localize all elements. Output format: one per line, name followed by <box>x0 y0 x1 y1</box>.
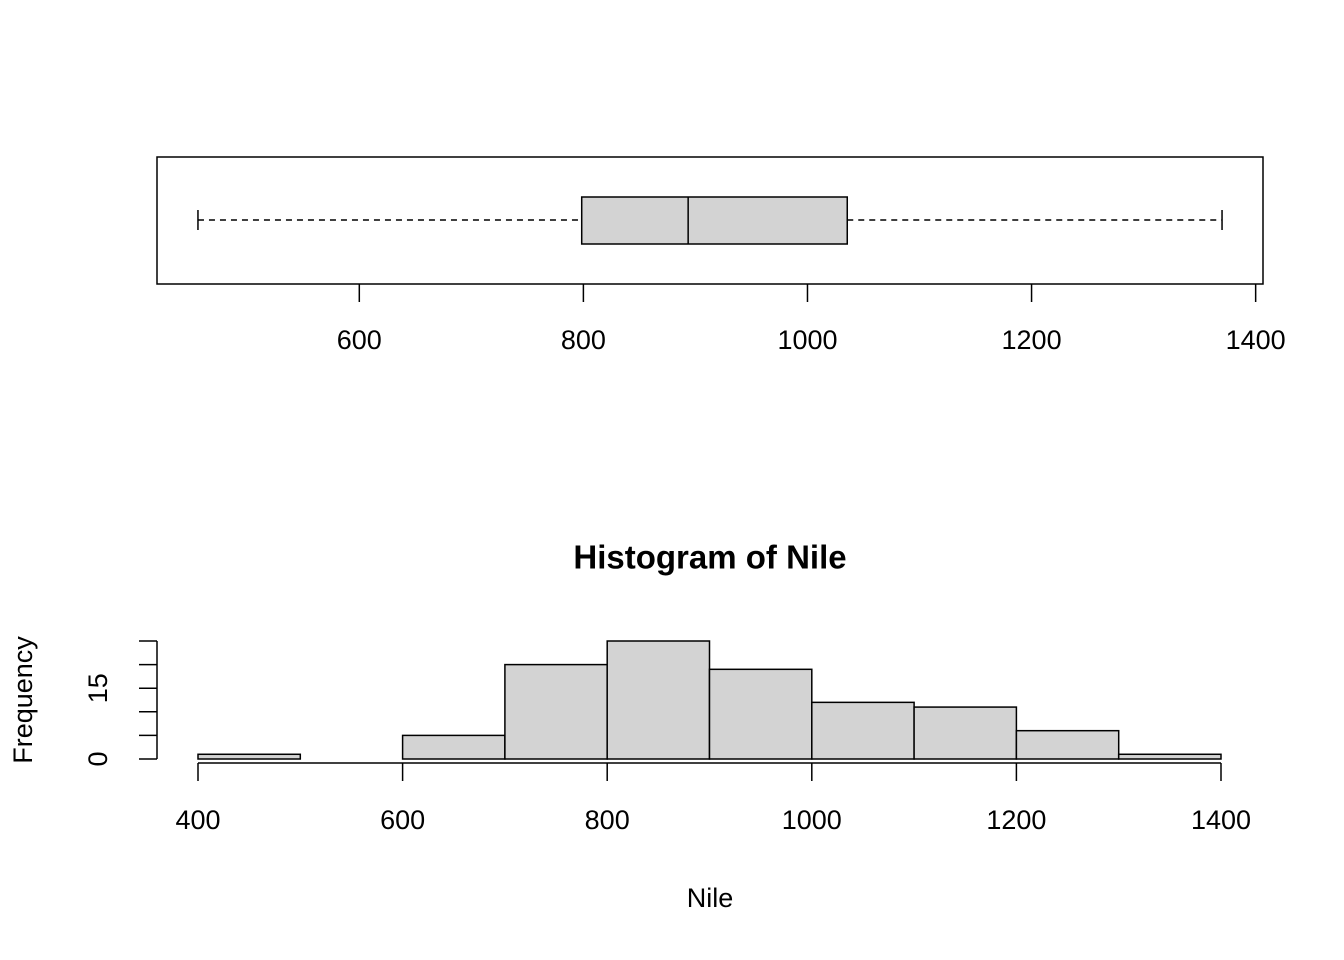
x-tick-label: 800 <box>585 805 630 835</box>
y-axis-label: Frequency <box>8 636 38 764</box>
bar <box>913 706 1018 760</box>
x-axis-label: Nile <box>687 883 734 913</box>
bar <box>401 734 506 760</box>
chart-title: Histogram of Nile <box>573 539 846 576</box>
plot-frame <box>156 156 1264 285</box>
bar <box>504 663 608 760</box>
x-tick-label: 1200 <box>986 805 1046 835</box>
bar <box>1015 729 1120 760</box>
x-tick-label: 600 <box>380 805 425 835</box>
x-tick-label: 1000 <box>782 805 842 835</box>
x-tick-label: 1400 <box>1191 805 1251 835</box>
x-tick-label: 600 <box>337 325 382 355</box>
y-tick-label: 15 <box>83 673 113 703</box>
x-tick-label: 1400 <box>1226 325 1286 355</box>
bar <box>708 668 813 760</box>
bar <box>811 701 915 760</box>
y-tick-label: 0 <box>83 751 113 766</box>
bar <box>197 753 302 760</box>
bar <box>1117 753 1222 760</box>
x-tick-label: 800 <box>561 325 606 355</box>
box <box>580 196 849 245</box>
x-tick-label: 1200 <box>1002 325 1062 355</box>
bar <box>606 640 711 760</box>
x-tick-label: 400 <box>175 805 220 835</box>
x-tick-label: 1000 <box>777 325 837 355</box>
